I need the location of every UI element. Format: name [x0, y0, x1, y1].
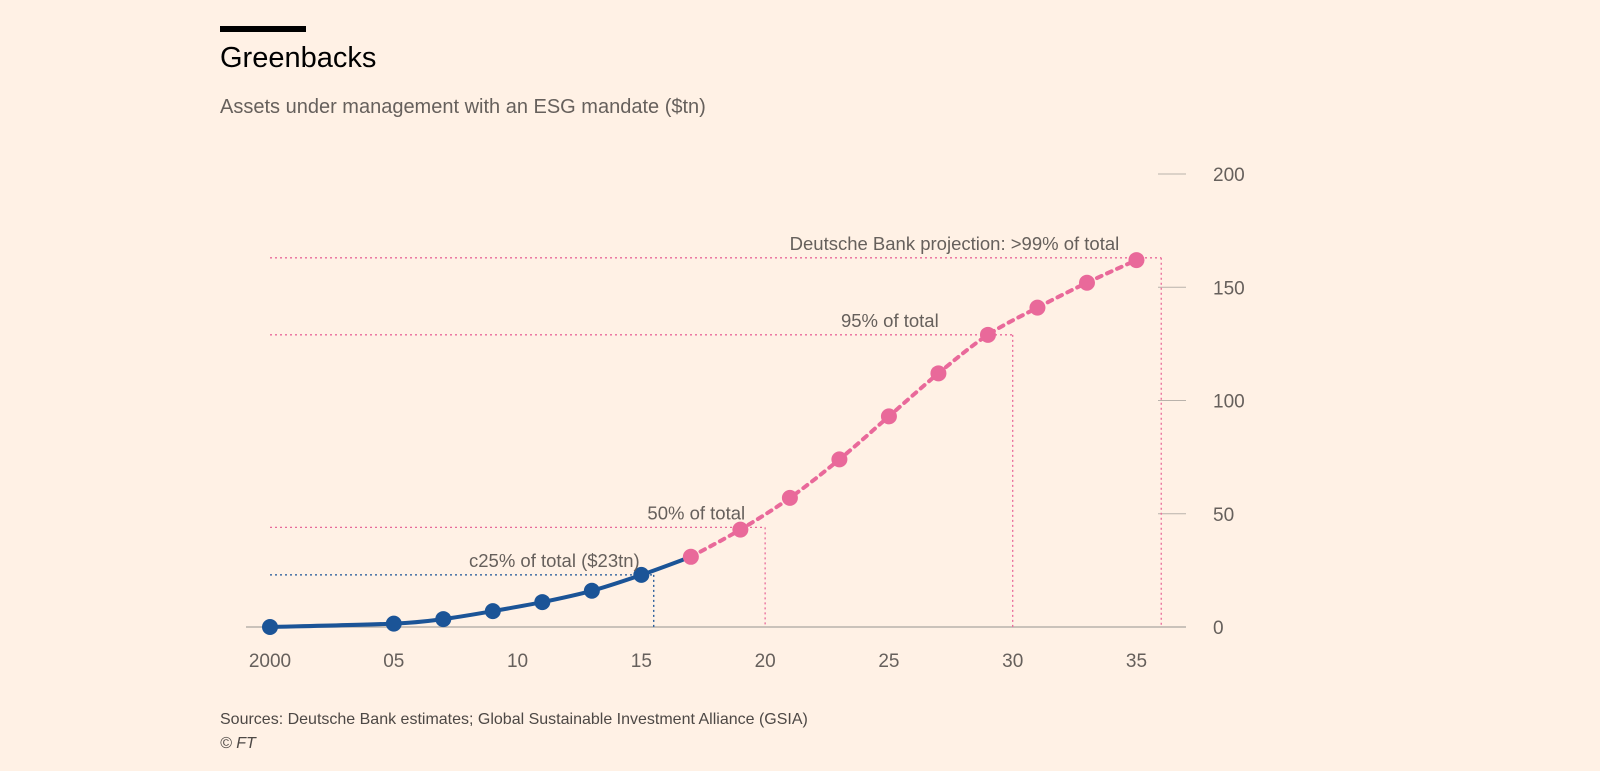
- projection-data-point: [831, 451, 848, 468]
- historical-data-point: [385, 615, 402, 632]
- title-accent-bar: [220, 26, 306, 32]
- y-tick-label: 150: [1213, 278, 1245, 299]
- historical-data-point: [633, 566, 650, 583]
- historical-data-point: [534, 594, 551, 611]
- y-tick-label: 0: [1213, 618, 1224, 639]
- projection-data-point: [880, 408, 897, 425]
- x-tick-label: 10: [507, 651, 528, 672]
- series-points: [262, 252, 1145, 635]
- annotation-labels: c25% of total ($23tn) 50% of total 95% of …: [469, 233, 1119, 571]
- historical-data-point: [262, 619, 278, 635]
- x-axis: 2000 05 10 15 20 25 30 35: [246, 626, 1186, 672]
- chart-title: Greenbacks: [220, 42, 377, 74]
- projection-data-point: [930, 365, 947, 382]
- x-tick-label: 2000: [249, 651, 291, 672]
- annotation-label: Deutsche Bank projection: >99% of total: [790, 233, 1120, 254]
- projection-series-line: [688, 258, 1139, 559]
- x-tick-label: 35: [1126, 651, 1147, 672]
- historical-data-point: [583, 582, 600, 599]
- projection-data-point: [1029, 299, 1046, 316]
- annotation-label: 95% of total: [841, 310, 939, 331]
- projection-data-point: [732, 521, 749, 538]
- sources-note: Sources: Deutsche Bank estimates; Global…: [220, 711, 808, 728]
- projection-data-point: [781, 489, 798, 506]
- y-axis: 0 50 100 150 200: [1158, 165, 1245, 639]
- annotation-guides: [270, 257, 1162, 627]
- y-tick-label: 100: [1213, 392, 1245, 413]
- y-tick-label: 200: [1213, 165, 1245, 186]
- historical-data-point: [435, 611, 452, 628]
- x-tick-label: 25: [878, 651, 899, 672]
- projection-data-point: [1078, 274, 1095, 291]
- historical-data-point: [484, 603, 501, 620]
- x-tick-label: 05: [383, 651, 404, 672]
- projection-data-point: [1128, 252, 1145, 269]
- y-tick-label: 50: [1213, 505, 1234, 526]
- x-tick-label: 15: [631, 651, 652, 672]
- annotation-label: 50% of total: [647, 502, 745, 523]
- copyright-note: © FT: [220, 735, 256, 752]
- projection-data-point: [979, 326, 996, 343]
- series-lines: [268, 258, 1139, 629]
- x-tick-label: 20: [755, 651, 776, 672]
- chart-footer: Sources: Deutsche Bank estimates; Global…: [220, 708, 808, 756]
- projection-data-point: [682, 548, 699, 565]
- x-tick-label: 30: [1002, 651, 1023, 672]
- chart-subtitle: Assets under management with an ESG mand…: [220, 96, 706, 118]
- annotation-label: c25% of total ($23tn): [469, 550, 640, 571]
